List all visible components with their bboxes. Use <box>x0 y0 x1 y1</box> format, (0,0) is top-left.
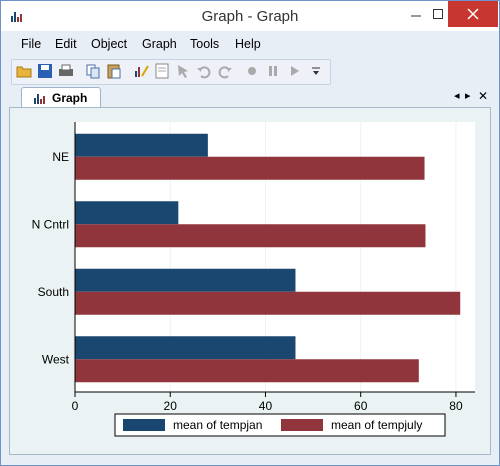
menu-tools[interactable]: Tools <box>190 37 220 51</box>
bar[interactable] <box>75 201 179 225</box>
paste-icon[interactable] <box>105 62 123 80</box>
x-tick-label: 60 <box>354 399 368 413</box>
x-tick-label: 0 <box>72 399 79 413</box>
legend-label: mean of tempjuly <box>331 418 422 432</box>
pause-icon[interactable] <box>264 62 282 80</box>
chart: NE N Cntrl South West 0 20 40 60 80 mean of tempj… <box>32 122 475 437</box>
window-title: Graph - Graph <box>201 8 299 25</box>
tab-strip: Graph ◂ ▸ ✕ <box>9 87 491 108</box>
legend-label: mean of tempjan <box>173 418 262 432</box>
undo-icon[interactable] <box>195 62 213 80</box>
close-button[interactable] <box>448 1 498 27</box>
bar-chart-icon <box>34 94 45 104</box>
legend-swatch <box>281 419 323 431</box>
y-tick-label: West <box>42 352 70 366</box>
close-icon <box>467 8 479 20</box>
bar[interactable] <box>75 156 425 180</box>
dropdown-icon[interactable] <box>309 62 323 80</box>
legend-swatch <box>123 419 165 431</box>
print-icon[interactable] <box>57 62 75 80</box>
bar-chart-icon <box>11 12 22 22</box>
menu-file[interactable]: File <box>21 37 42 51</box>
bar[interactable] <box>75 291 461 315</box>
menu-bar: File Edit Object Graph Tools Help <box>9 34 491 54</box>
bar[interactable] <box>75 268 296 292</box>
legend <box>114 413 446 437</box>
minimize-button[interactable] <box>399 1 433 27</box>
bar[interactable] <box>75 224 426 248</box>
play-icon[interactable] <box>285 62 303 80</box>
tab-close-icon[interactable]: ✕ <box>478 89 489 103</box>
graph-area: NE N Cntrl South West 0 20 40 60 80 mean of tempj… <box>9 107 491 455</box>
x-tick-label: 40 <box>259 399 273 413</box>
y-tick-label: NE <box>52 150 69 164</box>
menu-object[interactable]: Object <box>91 37 128 51</box>
save-icon[interactable] <box>36 62 54 80</box>
pointer-icon[interactable] <box>174 62 192 80</box>
maximize-button[interactable] <box>421 1 455 27</box>
tab-graph[interactable]: Graph <box>21 87 101 108</box>
x-tick-label: 80 <box>449 399 463 413</box>
maximize-icon <box>433 9 443 19</box>
record-icon[interactable] <box>243 62 261 80</box>
menu-edit[interactable]: Edit <box>55 37 77 51</box>
bar[interactable] <box>75 336 296 360</box>
properties-icon[interactable] <box>153 62 171 80</box>
y-tick-label: N Cntrl <box>32 217 69 231</box>
menu-graph[interactable]: Graph <box>142 37 177 51</box>
open-folder-icon[interactable] <box>15 62 33 80</box>
bar[interactable] <box>75 133 208 157</box>
bar[interactable] <box>75 359 419 383</box>
y-tick-label: South <box>38 285 69 299</box>
tab-label: Graph <box>52 91 88 105</box>
menu-help[interactable]: Help <box>235 37 261 51</box>
tab-scroll-right-icon[interactable]: ▸ <box>465 90 471 102</box>
x-tick-label: 20 <box>164 399 178 413</box>
toolbar <box>11 59 331 85</box>
copy-icon[interactable] <box>84 62 102 80</box>
title-bar[interactable]: Graph - Graph <box>1 1 499 31</box>
graph-editor-icon[interactable] <box>132 62 150 80</box>
tab-scroll-left-icon[interactable]: ◂ <box>454 90 460 102</box>
minimize-icon <box>411 15 421 17</box>
redo-icon[interactable] <box>216 62 234 80</box>
